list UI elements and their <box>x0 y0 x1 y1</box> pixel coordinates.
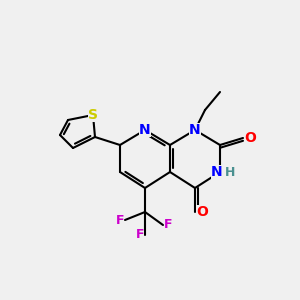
Text: O: O <box>244 131 256 145</box>
Text: F: F <box>136 229 144 242</box>
Text: N: N <box>139 123 151 137</box>
Text: N: N <box>211 165 223 179</box>
Text: O: O <box>196 205 208 219</box>
Text: F: F <box>164 218 172 232</box>
Text: F: F <box>116 214 124 226</box>
Text: H: H <box>225 166 235 178</box>
Text: N: N <box>189 123 201 137</box>
Text: S: S <box>88 108 98 122</box>
